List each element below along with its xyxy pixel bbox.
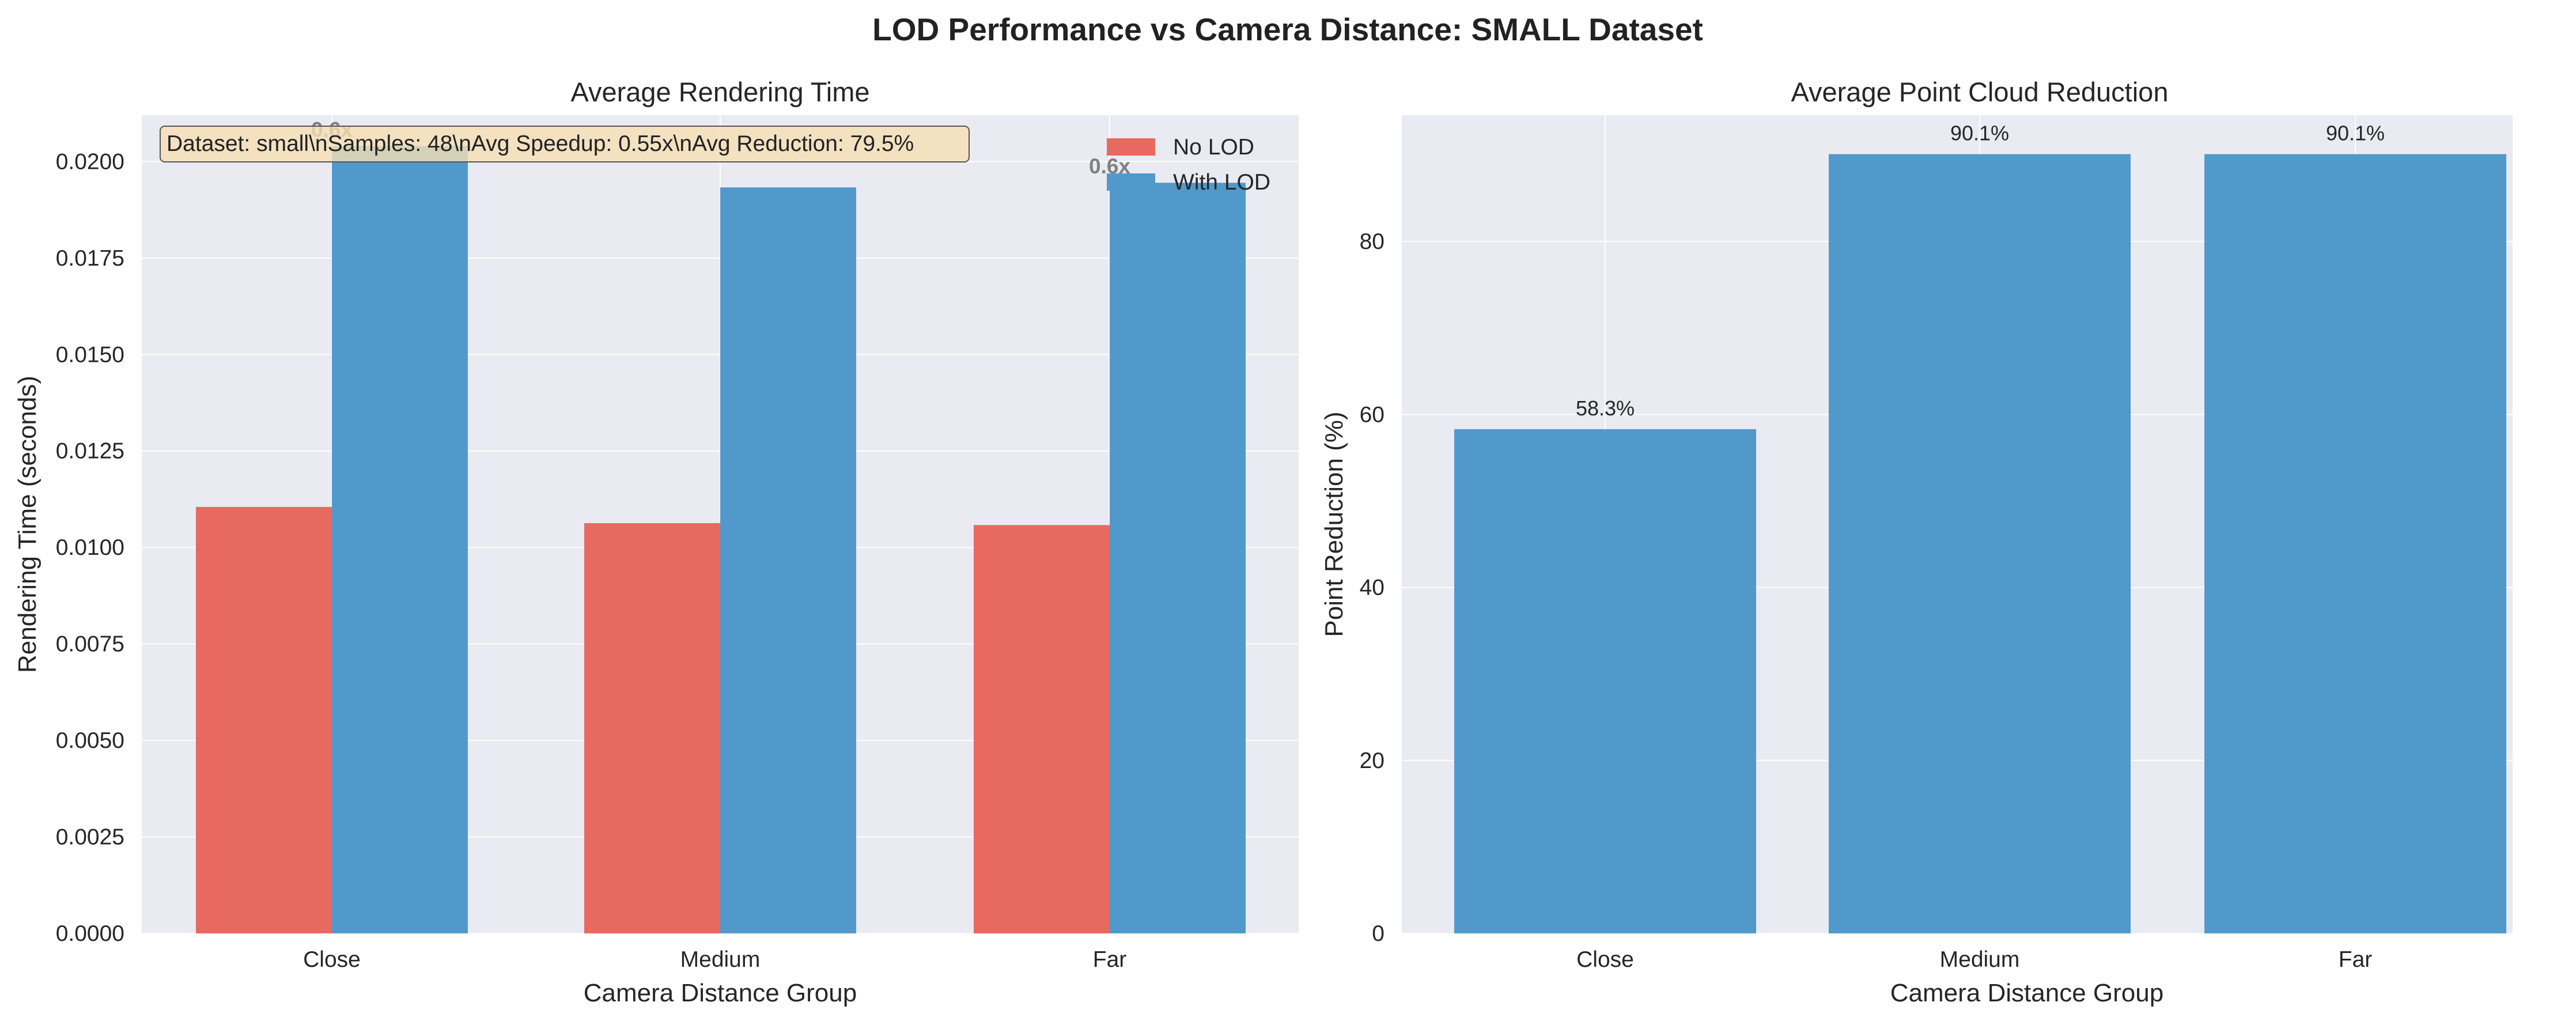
legend-label-no-lod: No LOD	[1173, 135, 1254, 160]
point-reduction-x-tick-label: Medium	[1940, 947, 2020, 972]
point-reduction-x-axis-label: Camera Distance Group	[1890, 979, 2163, 1007]
point-reduction-y-tick-label: 0	[1372, 921, 1385, 946]
figure-title: LOD Performance vs Camera Distance: SMAL…	[872, 12, 1703, 47]
rendering-time-y-axis-label: Rendering Time (seconds)	[13, 376, 41, 673]
point-reduction-y-axis-label: Point Reduction (%)	[1320, 411, 1348, 637]
dataset-info-box	[160, 126, 970, 162]
rendering-time-chart-title: Average Rendering Time	[570, 77, 869, 107]
rendering-time-y-tick-label: 0.0100	[56, 535, 124, 560]
point-reduction-x-tick-label: Far	[2339, 947, 2373, 972]
bar-reduction-close	[1454, 429, 1756, 933]
reduction-value-label-medium: 90.1%	[1950, 122, 2009, 145]
dataset-info-text: Dataset: small\nSamples: 48\nAvg Speedup…	[167, 131, 914, 156]
bar-no-lod-medium	[584, 523, 720, 933]
bar-no-lod-far	[974, 525, 1110, 933]
rendering-time-y-tick-label: 0.0050	[56, 728, 124, 753]
bar-no-lod-close	[196, 506, 332, 933]
point-reduction-chart: 0 20 40 60 80 Close Medium Far 58.3% 90.1% 90.1%…	[1320, 77, 2513, 1007]
legend-swatch-no-lod	[1107, 138, 1155, 156]
rendering-time-y-tick-label: 0.0125	[56, 439, 124, 464]
rendering-time-x-tick-label: Medium	[680, 947, 761, 972]
point-reduction-y-tick-label: 20	[1360, 748, 1385, 773]
reduction-value-label-close: 58.3%	[1576, 396, 1635, 420]
legend-swatch-with-lod	[1107, 173, 1155, 191]
bar-reduction-medium	[1829, 154, 2131, 933]
reduction-value-label-far: 90.1%	[2326, 122, 2385, 145]
rendering-time-y-tick-label: 0.0200	[56, 149, 124, 174]
rendering-time-y-tick-label: 0.0075	[56, 632, 124, 657]
point-reduction-x-tick-label: Close	[1576, 947, 1634, 972]
rendering-time-x-tick-label: Close	[303, 947, 361, 972]
point-reduction-y-tick-label: 80	[1360, 229, 1385, 254]
rendering-time-y-tick-label: 0.0025	[56, 825, 124, 850]
legend-label-with-lod: With LOD	[1173, 170, 1270, 195]
point-reduction-y-tick-label: 40	[1360, 576, 1385, 600]
point-reduction-chart-title: Average Point Cloud Reduction	[1791, 77, 2169, 107]
rendering-time-y-tick-label: 0.0175	[56, 246, 124, 271]
point-reduction-y-tick-label: 60	[1360, 402, 1385, 427]
bar-reduction-far	[2204, 154, 2506, 933]
rendering-time-y-tick-label: 0.0000	[56, 921, 124, 946]
rendering-time-chart: 0.0000 0.0025 0.0050 0.0075 0.0100 0.0125 0.01…	[13, 77, 1299, 1007]
rendering-time-x-tick-label: Far	[1093, 947, 1127, 972]
bar-with-lod-far	[1110, 183, 1246, 933]
rendering-time-legend: No LOD With LOD	[1107, 135, 1270, 195]
bar-with-lod-medium	[720, 187, 856, 933]
rendering-time-x-axis-label: Camera Distance Group	[584, 979, 857, 1007]
rendering-time-y-tick-label: 0.0150	[56, 342, 124, 367]
bar-with-lod-close	[332, 146, 468, 933]
